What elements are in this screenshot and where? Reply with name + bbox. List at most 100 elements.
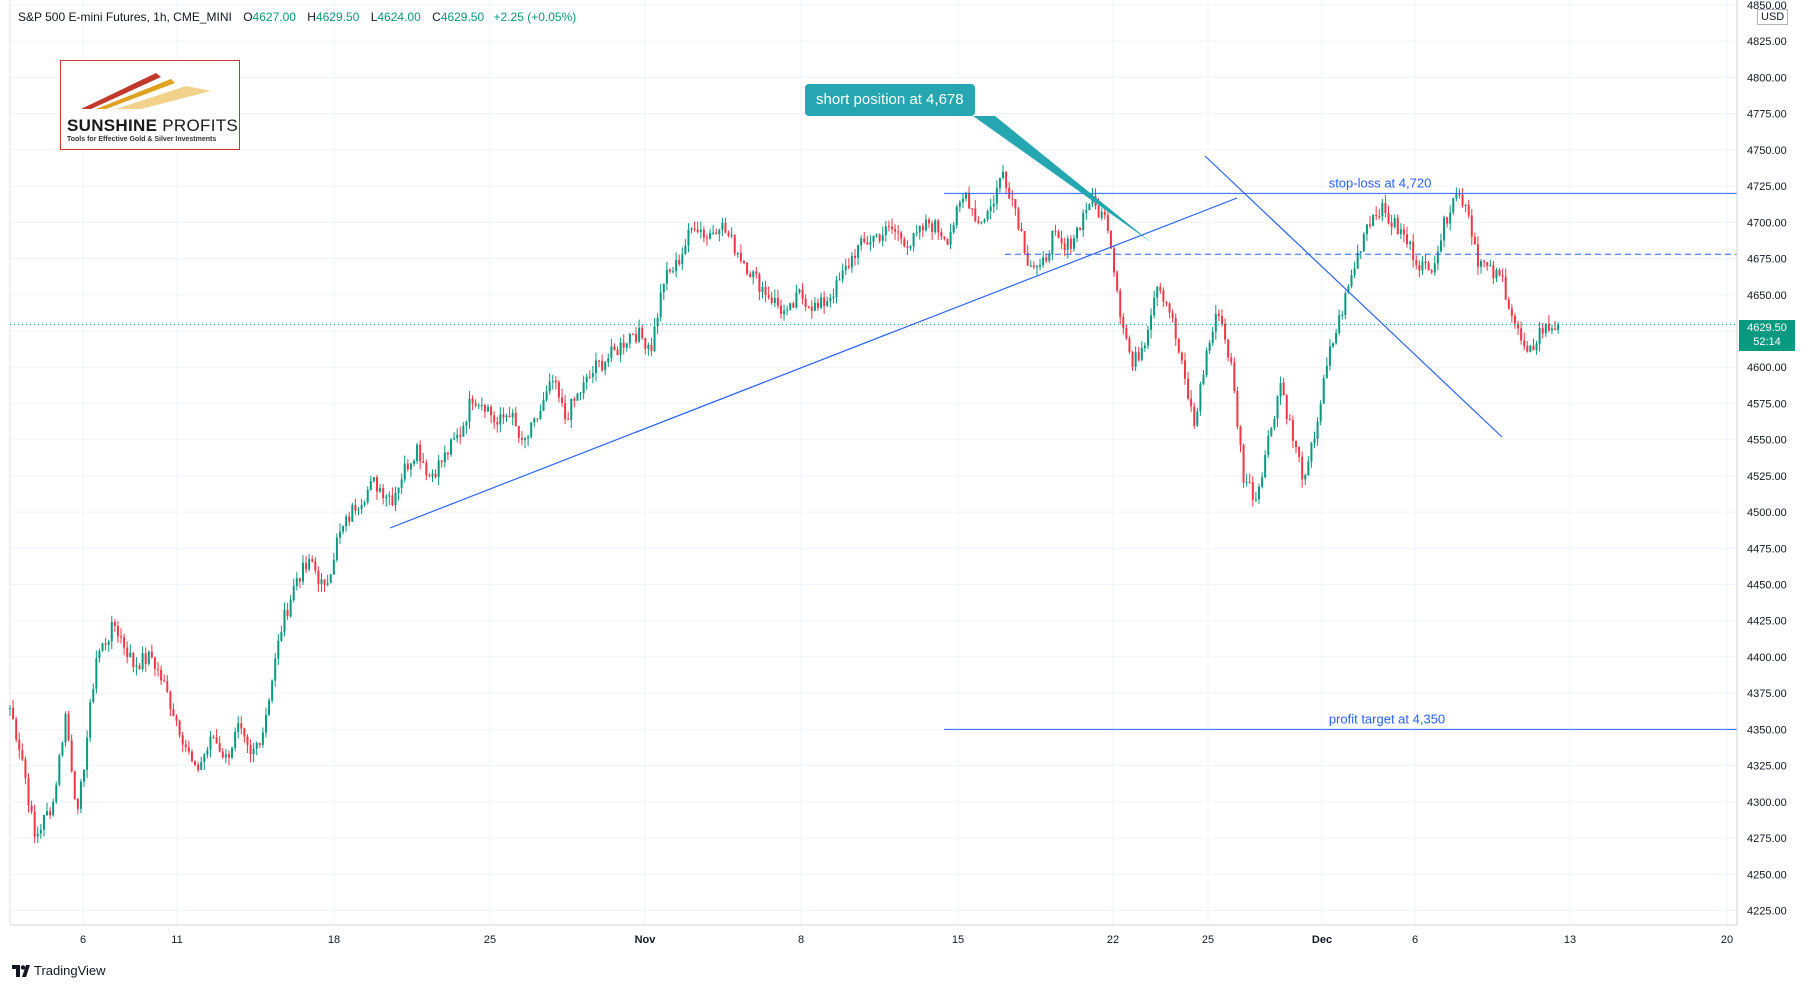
candle-body bbox=[1026, 252, 1029, 266]
candle-body bbox=[163, 680, 166, 682]
candle-body bbox=[1239, 426, 1242, 445]
candle-body bbox=[625, 343, 628, 348]
short-position-callout[interactable]: short position at 4,678 bbox=[805, 84, 975, 116]
candle-body bbox=[98, 650, 101, 659]
candle-body bbox=[1356, 252, 1359, 269]
candle-body bbox=[1541, 327, 1544, 334]
candle-body bbox=[1159, 287, 1162, 291]
candle-body bbox=[974, 208, 977, 222]
candle-body bbox=[289, 600, 292, 617]
callout-pointer bbox=[973, 116, 1152, 243]
candle-body bbox=[980, 222, 983, 224]
candle-body bbox=[1523, 340, 1526, 347]
candle-body bbox=[1119, 290, 1122, 317]
candle-body bbox=[357, 509, 360, 511]
candle-body bbox=[126, 647, 129, 658]
candle-body bbox=[789, 303, 792, 310]
candle-body bbox=[141, 653, 144, 670]
candle-body bbox=[1449, 212, 1452, 224]
candle-body bbox=[1517, 323, 1520, 329]
candle-body bbox=[79, 781, 82, 809]
candle-body bbox=[172, 709, 175, 717]
candle-body bbox=[397, 487, 400, 493]
candle-body bbox=[557, 382, 560, 398]
price-tick-label: 4575.00 bbox=[1747, 398, 1787, 410]
candle-body bbox=[95, 658, 98, 689]
candle-body bbox=[1375, 214, 1378, 217]
candle-body bbox=[1489, 265, 1492, 267]
candle-body bbox=[573, 398, 576, 401]
candle-body bbox=[360, 504, 363, 510]
candle-body bbox=[30, 805, 33, 812]
candle-body bbox=[1504, 276, 1507, 300]
candle-body bbox=[499, 414, 502, 425]
candle-body bbox=[585, 376, 588, 383]
time-axis[interactable]: 6 11 18 25 Nov 8 15 22 25 Dec 6 13 20 bbox=[10, 924, 1737, 946]
candle-body bbox=[1288, 419, 1291, 421]
candle-body bbox=[1183, 360, 1186, 379]
candle-body bbox=[721, 222, 724, 230]
candle-body bbox=[1088, 204, 1091, 211]
candlesticks bbox=[9, 164, 1560, 844]
candle-body bbox=[742, 260, 745, 263]
candle-body bbox=[915, 232, 918, 234]
candle-body bbox=[234, 732, 237, 748]
candle-body bbox=[918, 225, 921, 233]
candle-body bbox=[687, 229, 690, 246]
candle-body bbox=[382, 488, 385, 499]
candle-body bbox=[1131, 352, 1134, 367]
candle-body bbox=[1421, 261, 1424, 271]
candle-body bbox=[594, 360, 597, 374]
candle-body bbox=[1270, 428, 1273, 436]
candle-body bbox=[579, 393, 582, 395]
price-axis[interactable]: 4225.00 4250.00 4275.00 4300.00 4325.00 4350.… bbox=[1736, 0, 1787, 925]
high-label: H bbox=[307, 10, 316, 24]
candle-body bbox=[1187, 378, 1190, 399]
candle-body bbox=[1415, 260, 1418, 265]
candle-body bbox=[184, 744, 187, 748]
candle-body bbox=[1251, 482, 1254, 500]
time-tick-label: 6 bbox=[1412, 934, 1418, 946]
candle-body bbox=[487, 407, 490, 412]
candle-body bbox=[459, 434, 462, 437]
candle-body bbox=[1057, 231, 1060, 238]
candle-body bbox=[1470, 215, 1473, 237]
candle-body bbox=[46, 811, 49, 816]
candle-body bbox=[422, 461, 425, 464]
candle-body bbox=[1344, 293, 1347, 315]
candle-body bbox=[810, 307, 813, 311]
candle-body bbox=[1359, 251, 1362, 253]
change-value: +2.25 (+0.05%) bbox=[493, 10, 577, 24]
candle-body bbox=[1418, 264, 1421, 271]
candle-body bbox=[1165, 301, 1168, 304]
candle-body bbox=[58, 755, 61, 785]
price-tick-label: 4550.00 bbox=[1747, 435, 1787, 447]
candle-body bbox=[952, 224, 955, 233]
candle-body bbox=[200, 761, 203, 770]
candle-body bbox=[1501, 275, 1504, 277]
candle-body bbox=[366, 489, 369, 503]
currency-label[interactable]: USD bbox=[1757, 9, 1789, 25]
candle-body bbox=[1325, 365, 1328, 379]
candle-body bbox=[1267, 435, 1270, 455]
candle-body bbox=[335, 537, 338, 560]
candle-body bbox=[1282, 382, 1285, 396]
candle-body bbox=[298, 578, 301, 582]
candle-body bbox=[169, 691, 172, 710]
candle-body bbox=[533, 418, 536, 423]
candle-body bbox=[891, 226, 894, 230]
candle-body bbox=[295, 578, 298, 586]
candle-body bbox=[1113, 248, 1116, 273]
candle-body bbox=[493, 415, 496, 422]
candle-body bbox=[770, 297, 773, 304]
last-price-value: 4629.50 bbox=[1747, 322, 1787, 334]
candle-body bbox=[1353, 268, 1356, 276]
tradingview-brand[interactable]: TradingView bbox=[12, 963, 106, 978]
candle-body bbox=[857, 245, 860, 258]
candle-body bbox=[696, 229, 699, 232]
candle-body bbox=[838, 279, 841, 281]
candle-body bbox=[715, 232, 718, 235]
candle-body bbox=[813, 302, 816, 311]
drawing-overlays: stop-loss at 4,720 profit target at 4,350 bbox=[10, 116, 1737, 730]
